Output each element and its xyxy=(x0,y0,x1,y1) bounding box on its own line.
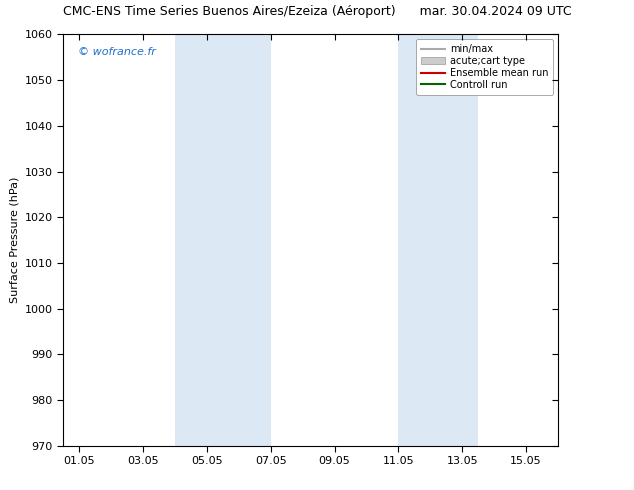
Text: © wofrance.fr: © wofrance.fr xyxy=(78,47,156,57)
Legend: min/max, acute;cart type, Ensemble mean run, Controll run: min/max, acute;cart type, Ensemble mean … xyxy=(416,39,553,95)
Bar xyxy=(175,34,271,446)
Y-axis label: Surface Pressure (hPa): Surface Pressure (hPa) xyxy=(10,177,19,303)
Bar xyxy=(398,34,478,446)
Text: CMC-ENS Time Series Buenos Aires/Ezeiza (Aéroport)      mar. 30.04.2024 09 UTC: CMC-ENS Time Series Buenos Aires/Ezeiza … xyxy=(63,5,571,18)
